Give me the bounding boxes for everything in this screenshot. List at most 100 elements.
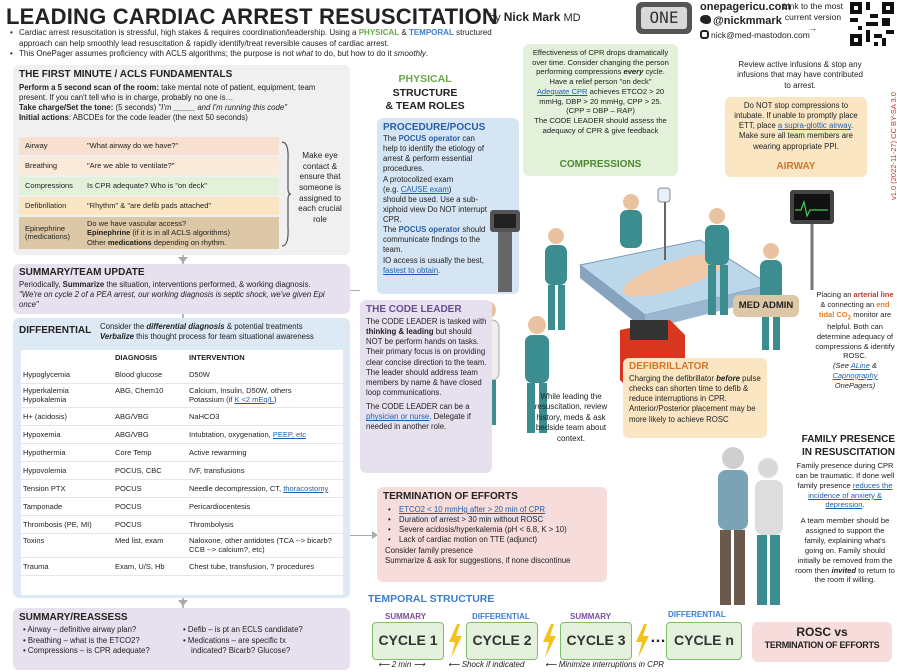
intervention: IVF, transfusions	[189, 466, 341, 476]
intervention-text: Naloxone, other antidotes (TCA --> bicar…	[189, 536, 332, 545]
intervention-link[interactable]: K <2 mEq/L	[234, 394, 274, 404]
aline-link[interactable]: ALine	[850, 361, 870, 371]
abcde-row: Defibrillation "Rhythm" & "are defib pads…	[19, 197, 279, 215]
intervention-text: )	[273, 394, 277, 404]
abcde-key: Defibrillation	[25, 201, 67, 211]
abcde-key: Epinephrine (medications)	[25, 223, 71, 241]
intervention-text: Pericardiocentesis	[189, 502, 251, 511]
intervention-text: Needle decompression, CT,	[189, 484, 284, 493]
termination-panel: TERMINATION OF EFFORTS • ETCO2 < 10 mmHg …	[377, 487, 607, 582]
cause-exam-link[interactable]: CAUSE exam	[400, 184, 449, 194]
differential-row: Toxins Med list, exam Naloxone, other anti…	[21, 534, 343, 558]
mastodon-icon	[700, 30, 709, 39]
differential-table: DIAGNOSIS INTERVENTION Hypoglycemia Blood…	[21, 350, 343, 595]
temporal-structure-title: TEMPORAL STRUCTURE	[368, 593, 495, 605]
diagnosis: ABG, Chem10	[115, 386, 164, 395]
temporal-summary-label: SUMMARY	[385, 612, 427, 621]
make-eye-contact-note: Make eye contact & ensure that someone i…	[298, 151, 342, 224]
cause: Hypovolemia	[23, 466, 67, 475]
col-header-intervention: INTERVENTION	[189, 353, 245, 362]
diagnosis: ABG/VBG	[115, 412, 149, 421]
intervention: Thrombolysis	[189, 520, 341, 530]
physical-structure-title: PHYSICAL STRUCTURE & TEAM ROLES	[385, 73, 465, 113]
differential-row: Thrombosis (PE, MI) POCUS Thrombolysis	[21, 516, 343, 534]
right-arrow-icon	[372, 531, 378, 539]
cycle-2: CYCLE 2	[466, 622, 538, 660]
physician-nurse-link[interactable]: physician or nurse	[366, 412, 430, 422]
differential-row: Tension PTX POCUS Needle decompression, CT…	[21, 480, 343, 498]
current-version-link[interactable]: Link to the most current version →	[782, 1, 843, 34]
temporal-summary-label: SUMMARY	[570, 612, 612, 621]
diagnosis: Exam, U/S, Hb	[115, 562, 165, 571]
intervention-text: Thrombolysis	[189, 520, 234, 529]
intervention: D50W	[189, 370, 341, 380]
code-leader-text: The CODE LEADER is tasked with thinking …	[366, 317, 487, 432]
shock-bolt-icon	[636, 624, 649, 658]
site-link[interactable]: onepagericu.com	[700, 1, 792, 13]
review-infusions-note: Review active infusions & stop any infus…	[737, 60, 863, 90]
capnography-link[interactable]: Capnography	[832, 370, 878, 380]
differential-row: H+ (acidosis) ABG/VBG NaHCO3	[21, 408, 343, 426]
temporal-differential-label: DIFFERENTIAL	[472, 612, 530, 621]
differential-row: Hyperkalemia Hypokalemia ABG, Chem10 Calci…	[21, 384, 343, 408]
reassess-left: • Airway – definitive airway plan? • Bre…	[23, 625, 150, 656]
family-presence-text: Family presence during CPR can be trauma…	[795, 461, 895, 585]
summary-team-update-panel: SUMMARY/TEAM UPDATE Periodically, Summar…	[13, 264, 350, 314]
termination-text: • ETCO2 < 10 mmHg after > 20 min of CPR •…	[385, 505, 571, 565]
intervention-text: Active rewarming	[189, 448, 247, 457]
minimize-label: ⟵ Minimize interruptions in CPR	[545, 660, 665, 669]
intervention-text: Potassium (if	[189, 394, 235, 404]
cause: Thrombosis (PE, MI)	[23, 520, 92, 529]
family-illustration	[718, 447, 783, 605]
differential-text: Consider the differential diagnosis & po…	[100, 322, 314, 342]
intervention-text: NaHCO3	[189, 412, 220, 421]
author-name: Nick Mark	[503, 10, 561, 24]
first-minute-title: THE FIRST MINUTE / ACLS FUNDAMENTALS	[19, 69, 233, 80]
intervention: NaHCO3	[189, 412, 341, 422]
down-arrow-icon	[178, 257, 188, 263]
intervention-link[interactable]: PEEP, etc	[272, 430, 307, 439]
diagnosis: Blood glucose	[115, 370, 163, 379]
pocus-title: PROCEDURE/POCUS	[383, 122, 486, 133]
family-presence-title: FAMILY PRESENCE IN RESUSCITATION	[801, 434, 895, 458]
abcde-key: Breathing	[25, 161, 58, 171]
intervention: Pericardiocentesis	[189, 502, 341, 512]
supraglottic-link[interactable]: a supra-glottic airway	[777, 121, 851, 131]
intervention-text: Chest tube, transfusion, ? procedures	[189, 562, 315, 571]
intervention-text: IVF, transfusions	[189, 466, 245, 475]
abcde-row: Airway "What airway do we have?"	[19, 137, 279, 155]
adequate-cpr-link[interactable]: Adequate CPR	[536, 86, 588, 96]
intervention-text: Calcium, Insulin, D50W, others	[189, 386, 292, 395]
diagnosis: POCUS, CBC	[115, 466, 162, 475]
airway-text: Do NOT stop compressions to intubate. If…	[734, 101, 858, 151]
summary-title: SUMMARY/TEAM UPDATE	[19, 267, 145, 278]
diagnosis: ABG/VBG	[115, 430, 149, 439]
intervention-text: CCB --> calcium?, etc)	[189, 544, 265, 554]
qr-code-icon[interactable]	[850, 2, 894, 46]
intervention-link[interactable]: thoracostomy	[283, 484, 329, 493]
bracket-icon	[281, 141, 291, 247]
differential-row: Trauma Exam, U/S, Hb Chest tube, transfusi…	[21, 558, 343, 576]
twitter-icon	[700, 15, 711, 24]
cycle-ellipsis: …	[650, 629, 666, 646]
defibrillator-panel: DEFIBRILLATOR Charging the defibrillator…	[623, 358, 767, 438]
two-min-label: ⟵ 2 min ⟶	[378, 660, 425, 669]
pocus-panel: PROCEDURE/POCUS The POCUS operator can h…	[377, 118, 519, 294]
anxiety-depression-link[interactable]: reduces the incidence of anxiety & depre…	[808, 480, 893, 510]
reassess-right: • Defib – is pt an ECLS candidate? • Med…	[183, 625, 303, 656]
intervention: Active rewarming	[189, 448, 341, 458]
cause: Hypoxemia	[23, 430, 61, 439]
compressions-label: COMPRESSIONS	[559, 159, 642, 170]
etco2-link[interactable]: ETCO2 < 10 mmHg after > 20 min of CPR	[399, 505, 546, 514]
cycle-1: CYCLE 1	[372, 622, 444, 660]
col-header-diagnosis: DIAGNOSIS	[115, 353, 158, 362]
cause: Tension PTX	[23, 484, 66, 493]
onepager-logo[interactable]: ONE	[636, 2, 692, 34]
med-admin-label: MED ADMIN	[733, 295, 799, 317]
mastodon-handle[interactable]: nick@med-mastodon.com	[700, 30, 810, 41]
twitter-handle[interactable]: @nickmmark	[700, 15, 782, 29]
summary-text: Periodically, Summarize the situation, i…	[19, 280, 325, 310]
differential-row: Tamponade POCUS Pericardiocentesis	[21, 498, 343, 516]
intervention: Needle decompression, CT, thoracostomy	[189, 484, 341, 494]
fastest-link[interactable]: fastest to obtain	[383, 265, 439, 275]
